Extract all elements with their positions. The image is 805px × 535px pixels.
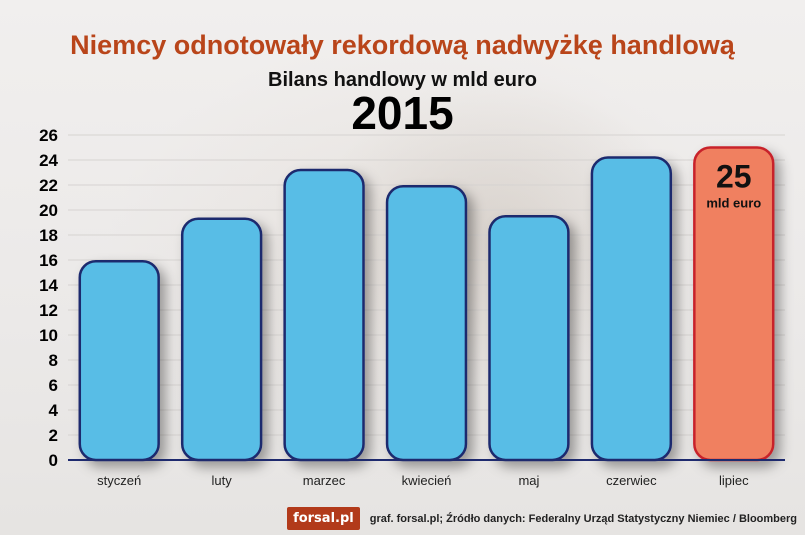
y-tick-label: 20 <box>39 201 58 220</box>
y-tick-label: 12 <box>39 301 58 320</box>
x-tick-labels: styczeń luty marzec kwiecień maj czerwiec lipi… <box>97 473 749 488</box>
y-tick-label: 8 <box>49 351 58 370</box>
y-tick-label: 10 <box>39 326 58 345</box>
x-tick-label: luty <box>212 473 233 488</box>
y-tick-label: 16 <box>39 251 58 270</box>
forsal-logo[interactable]: forsal.pl <box>287 507 360 530</box>
x-tick-label: czerwiec <box>606 473 657 488</box>
bar-maj <box>488 215 570 462</box>
y-tick-label: 2 <box>49 426 58 445</box>
y-tick-label: 18 <box>39 226 58 245</box>
bar-styczeń <box>78 260 160 462</box>
footer: forsal.pl graf. forsal.pl; Źródło danych… <box>287 507 797 530</box>
y-tick-label: 26 <box>39 126 58 145</box>
bar-marzec <box>283 168 365 462</box>
x-tick-label: maj <box>518 473 539 488</box>
chart-year: 2015 <box>351 87 454 139</box>
chart-subtitle: Bilans handlowy w mld euro <box>268 69 537 91</box>
x-tick-label: kwiecień <box>402 473 452 488</box>
chart-title: Niemcy odnotowały rekordową nadwyżkę han… <box>70 30 735 60</box>
highlight-value: 25 <box>716 159 752 195</box>
x-tick-label: marzec <box>303 473 346 488</box>
y-tick-label: 4 <box>49 401 59 420</box>
y-tick-label: 22 <box>39 176 58 195</box>
source-note: graf. forsal.pl; Źródło danych: Federaln… <box>369 512 797 525</box>
x-tick-label: lipiec <box>719 473 749 488</box>
bar-kwiecień <box>385 185 468 462</box>
y-tick-label: 6 <box>49 376 58 395</box>
bar-luty <box>180 217 263 462</box>
y-tick-label: 0 <box>49 451 58 470</box>
x-tick-label: styczeń <box>97 473 141 488</box>
bar-czerwiec <box>590 156 673 462</box>
highlight-unit: mld euro <box>706 196 761 211</box>
y-tick-label: 24 <box>39 151 58 170</box>
bars <box>78 146 775 462</box>
y-tick-label: 14 <box>39 276 58 295</box>
